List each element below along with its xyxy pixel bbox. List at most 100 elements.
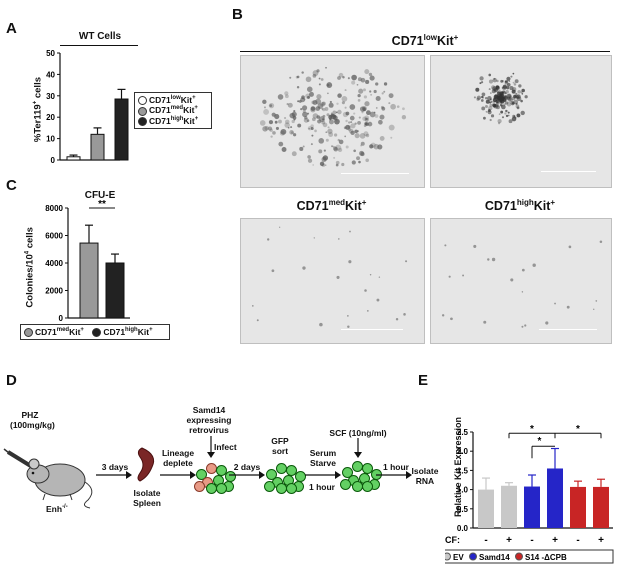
colony-cell (303, 117, 309, 123)
colony-cell (318, 83, 321, 86)
colony-cell (388, 93, 394, 99)
colony-cell (302, 111, 308, 118)
colony-cell (480, 99, 484, 102)
legend-text: Kit (183, 115, 195, 126)
colony-cell (362, 116, 367, 121)
y-tick-label: 2000 (45, 287, 63, 296)
colony-cell (493, 104, 499, 109)
step-3days-label: 3 days (101, 462, 129, 472)
sparse-cell (347, 315, 349, 317)
colony-cell (306, 119, 310, 122)
legend-dot-med (138, 106, 147, 116)
colony-cell (279, 130, 285, 136)
colony-cell (333, 114, 336, 117)
header-text: Kit (436, 34, 454, 49)
colony-cell (520, 110, 525, 116)
isolate-rna-label: Isolate RNA (410, 466, 440, 486)
colony-cell (269, 128, 273, 133)
colony-cell (401, 115, 407, 120)
y-tick-label: 40 (46, 70, 55, 79)
legend-dot-high (138, 116, 147, 126)
label-sup: med (328, 198, 346, 207)
sparse-cell (256, 319, 259, 322)
sparse-cell (369, 274, 372, 276)
y-tick-label: 20 (46, 113, 55, 122)
colony-cell (324, 164, 327, 166)
scf-value: + (506, 535, 512, 546)
colony-cell (520, 91, 523, 94)
colony-cell (512, 81, 515, 84)
colony-cell (507, 111, 510, 114)
sparse-cell (302, 266, 306, 270)
colony-cell (507, 114, 510, 117)
panel-label-e: E (418, 372, 429, 389)
sparse-cell (450, 317, 453, 321)
colony-cell (498, 122, 501, 125)
colony-cell (484, 97, 488, 100)
colony-cell (365, 158, 369, 163)
panel-label-b: B (232, 6, 243, 23)
colony-cell (369, 75, 375, 81)
colony-cell (306, 86, 313, 93)
cell-icon (362, 481, 373, 492)
sparse-cell (364, 289, 367, 292)
sparse-cell (444, 244, 447, 247)
legend-label: Samd14 (479, 553, 510, 562)
colony-cell (315, 98, 322, 105)
colony-cell (270, 135, 273, 138)
gfp-sort-label: GFP sort (265, 436, 295, 456)
colony-cell (305, 76, 312, 83)
legend-sup: + (149, 327, 153, 334)
colony-cell (388, 102, 391, 105)
panel-a-title-line (60, 45, 138, 46)
colony-cell (358, 88, 364, 94)
cell-icon (340, 479, 351, 490)
panel-label-a: A (6, 20, 17, 37)
colony-cell (364, 101, 370, 107)
flow-text: expressing (186, 415, 232, 425)
colony-cell (289, 76, 292, 79)
colony-cell (287, 102, 293, 108)
colony-cell (322, 122, 328, 128)
arrow-icon (160, 471, 196, 479)
colony-cell (499, 91, 504, 96)
colony-cell (365, 117, 368, 121)
sparse-cell (568, 245, 572, 249)
panel-label-c: C (6, 177, 17, 194)
mouse-genotype: Enh-/- (46, 502, 68, 514)
header-sup: low (423, 33, 437, 42)
colony-cell (330, 112, 334, 115)
colony-cell (284, 94, 289, 99)
colony-cell (284, 122, 290, 128)
colony-cell (502, 97, 507, 103)
cell-icon (264, 481, 275, 492)
colony-cell (517, 90, 521, 94)
colony-cell (498, 89, 501, 92)
colony-cell (496, 79, 499, 83)
sparse-cell (349, 230, 351, 233)
colony-cell (322, 107, 326, 112)
y-tick-label: 1.5 (457, 466, 469, 475)
colony-cell (302, 105, 308, 111)
sparse-cell (566, 305, 570, 309)
legend-dot-low (138, 96, 147, 106)
colony-cell (360, 141, 365, 146)
bar (105, 262, 125, 319)
micrograph-med (240, 218, 425, 344)
colony-cell (307, 155, 311, 159)
scale-bar (541, 171, 596, 172)
colony-cell (368, 72, 373, 77)
colony-cell (274, 120, 278, 124)
colony-cell (366, 110, 371, 116)
colony-cell (524, 95, 528, 99)
phz-label: PHZ (100mg/kg) (10, 410, 55, 430)
colony-cell (300, 108, 303, 111)
y-tick-label: 50 (46, 49, 55, 58)
colony-cell (485, 110, 488, 113)
lineage-deplete-label: Lineage deplete (160, 448, 196, 468)
colony-cell (329, 115, 332, 118)
legend-item-low: CD71lowKit+ (138, 95, 208, 106)
legend-item-high: CD71highKit+ (92, 327, 153, 338)
sparse-cell (441, 314, 445, 317)
label-text: Kit (345, 199, 362, 214)
